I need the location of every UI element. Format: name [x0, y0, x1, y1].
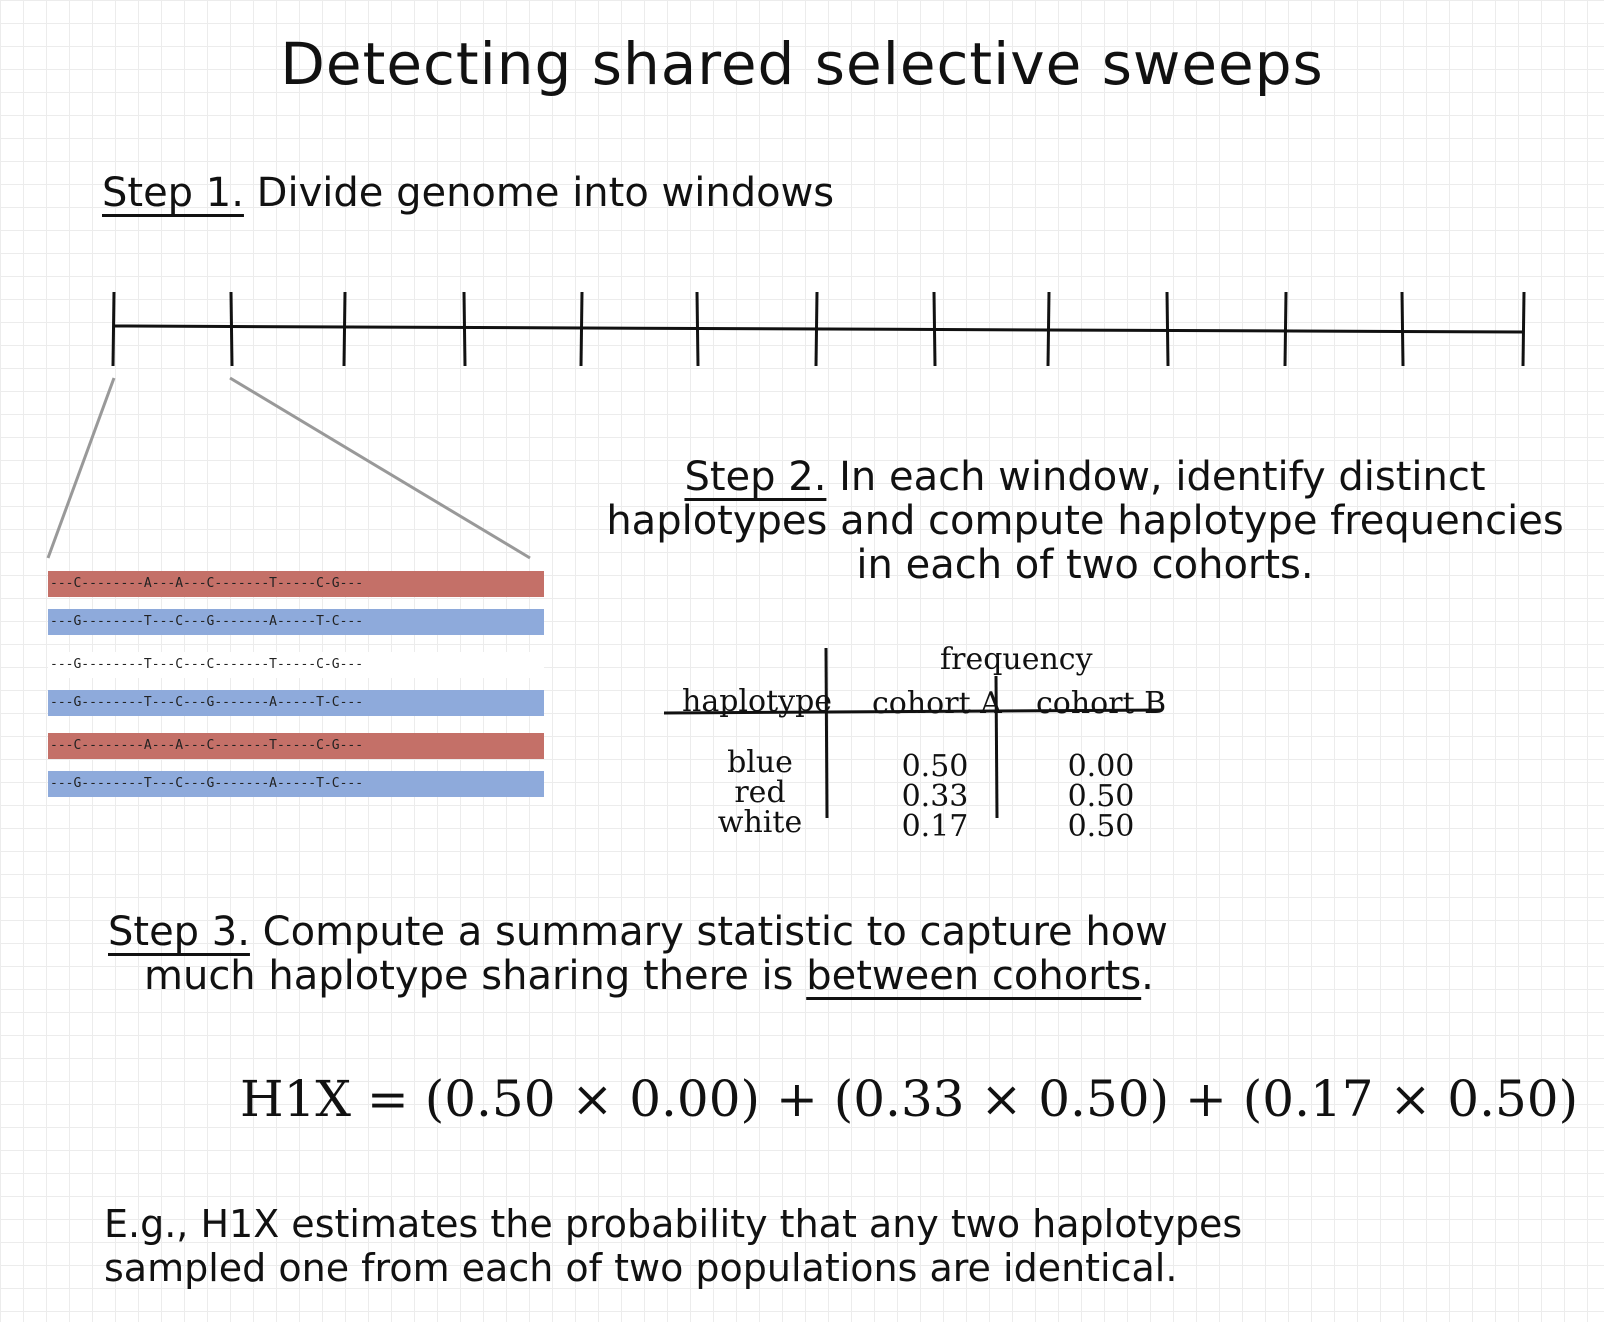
window-tick	[932, 291, 937, 367]
table-group-header: frequency	[940, 642, 1093, 677]
table-header-rule	[663, 708, 1163, 715]
step-2-text: In each window, identify distinct haplot…	[606, 454, 1564, 588]
step-3-emphasis: between cohorts	[806, 953, 1142, 999]
table-cell-name: blue	[727, 745, 793, 780]
step-1-heading: Step 1. Divide genome into windows	[102, 170, 834, 216]
window-tick	[814, 291, 819, 367]
table-col-cohort-b: cohort B	[1036, 686, 1167, 721]
step-1-text: Divide genome into windows	[243, 170, 835, 216]
window-tick	[1046, 291, 1051, 367]
window-tick	[1400, 291, 1405, 367]
table-cohort-b-values: 0.00 0.50 0.50	[1046, 752, 1156, 842]
window-tick	[1165, 291, 1170, 367]
haplotype-row-blue-3: ---G--------T---C---G-------A-----T-C---	[48, 771, 544, 797]
genome-axis-line	[113, 324, 1525, 334]
haplotype-row-red-2: ---C--------A---A---C-------T-----C-G---	[48, 733, 544, 759]
note-line-1: E.g., H1X estimates the probability that…	[104, 1202, 1243, 1246]
step-3-text-1: Compute a summary statistic to capture h…	[249, 909, 1168, 955]
haplotype-row-red-1: ---C--------A---A---C-------T-----C-G---	[48, 571, 544, 597]
haplotype-row-blue-1: ---G--------T---C---G-------A-----T-C---	[48, 609, 544, 635]
window-tick	[1521, 291, 1526, 367]
table-divider-1	[824, 647, 829, 819]
window-tick	[342, 291, 347, 367]
window-tick	[695, 291, 700, 367]
window-tick	[229, 291, 234, 367]
haplotype-row-blue-2: ---G--------T---C---G-------A-----T-C---	[48, 690, 544, 716]
window-tick-group	[111, 291, 1526, 367]
zoom-line-left	[46, 377, 116, 559]
step-2-heading: Step 2. In each window, identify distinc…	[600, 455, 1570, 587]
explanation-note: E.g., H1X estimates the probability that…	[104, 1202, 1242, 1290]
h1x-formula: H1X = (0.50 × 0.00) + (0.33 × 0.50) + (0…	[240, 1070, 1579, 1128]
table-cell-name: red	[734, 775, 786, 810]
table-cell-a: 0.50	[901, 749, 969, 784]
table-col-haplotype: haplotype	[682, 684, 833, 719]
step-3-heading: Step 3. Compute a summary statistic to c…	[108, 910, 1168, 998]
page-title: Detecting shared selective sweeps	[280, 30, 1324, 98]
table-cell-name: white	[717, 805, 803, 840]
table-cell-a: 0.33	[901, 779, 969, 814]
step-2-label: Step 2.	[684, 454, 827, 500]
table-cohort-a-values: 0.50 0.33 0.17	[880, 752, 990, 842]
zoom-line-right	[229, 376, 531, 560]
haplotype-row-white: ---G--------T---C---C-------T-----C-G---	[48, 652, 544, 678]
step-3-line-1: Step 3. Compute a summary statistic to c…	[108, 910, 1168, 954]
table-cell-a: 0.17	[901, 809, 969, 844]
note-line-2: sampled one from each of two populations…	[104, 1246, 1178, 1290]
table-cell-b: 0.00	[1067, 749, 1135, 784]
table-haplotype-names: blue red white	[700, 748, 820, 838]
step-3-label: Step 3.	[108, 909, 250, 955]
window-tick	[462, 291, 467, 367]
step-3-text-2: much haplotype sharing there is	[144, 953, 807, 999]
window-tick	[1283, 291, 1288, 367]
step-3-line-2: much haplotype sharing there is between …	[108, 954, 1168, 998]
step-3-end: .	[1141, 953, 1154, 999]
window-tick	[579, 291, 584, 367]
window-tick	[111, 291, 116, 367]
step-1-label: Step 1.	[102, 170, 244, 216]
table-cell-b: 0.50	[1067, 809, 1135, 844]
table-col-cohort-a: cohort A	[872, 686, 1002, 721]
table-divider-2	[994, 675, 999, 819]
table-cell-b: 0.50	[1067, 779, 1135, 814]
